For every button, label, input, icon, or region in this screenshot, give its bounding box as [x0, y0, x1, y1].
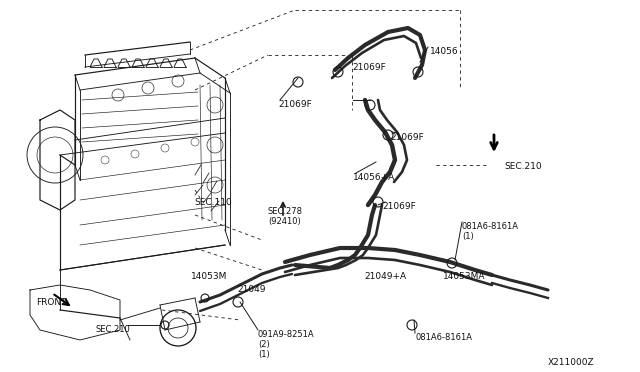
Text: SEC.110: SEC.110 [194, 198, 232, 207]
Text: (2): (2) [258, 340, 269, 349]
Text: X211000Z: X211000Z [548, 358, 595, 367]
Text: 21069F: 21069F [382, 202, 416, 211]
Text: SEC.210: SEC.210 [96, 325, 131, 334]
Text: 091A9-8251A: 091A9-8251A [258, 330, 315, 339]
Text: SEC.210: SEC.210 [504, 162, 541, 171]
Text: 081A6-8161A: 081A6-8161A [415, 333, 472, 342]
Text: (1): (1) [462, 232, 474, 241]
Text: 21069F: 21069F [278, 100, 312, 109]
Text: 21049+A: 21049+A [364, 272, 406, 281]
Text: 21049: 21049 [237, 285, 266, 294]
Text: (92410): (92410) [268, 217, 301, 226]
Text: SEC.278: SEC.278 [268, 207, 303, 216]
Text: (1): (1) [258, 350, 269, 359]
Text: 14056: 14056 [430, 47, 459, 56]
Text: 14053MA: 14053MA [443, 272, 486, 281]
Text: 14053M: 14053M [191, 272, 227, 281]
Text: 21069F: 21069F [352, 63, 386, 72]
Text: 21069F: 21069F [390, 133, 424, 142]
Text: 14056+A: 14056+A [353, 173, 396, 182]
Text: FRONT: FRONT [36, 298, 67, 307]
Text: 081A6-8161A: 081A6-8161A [462, 222, 519, 231]
